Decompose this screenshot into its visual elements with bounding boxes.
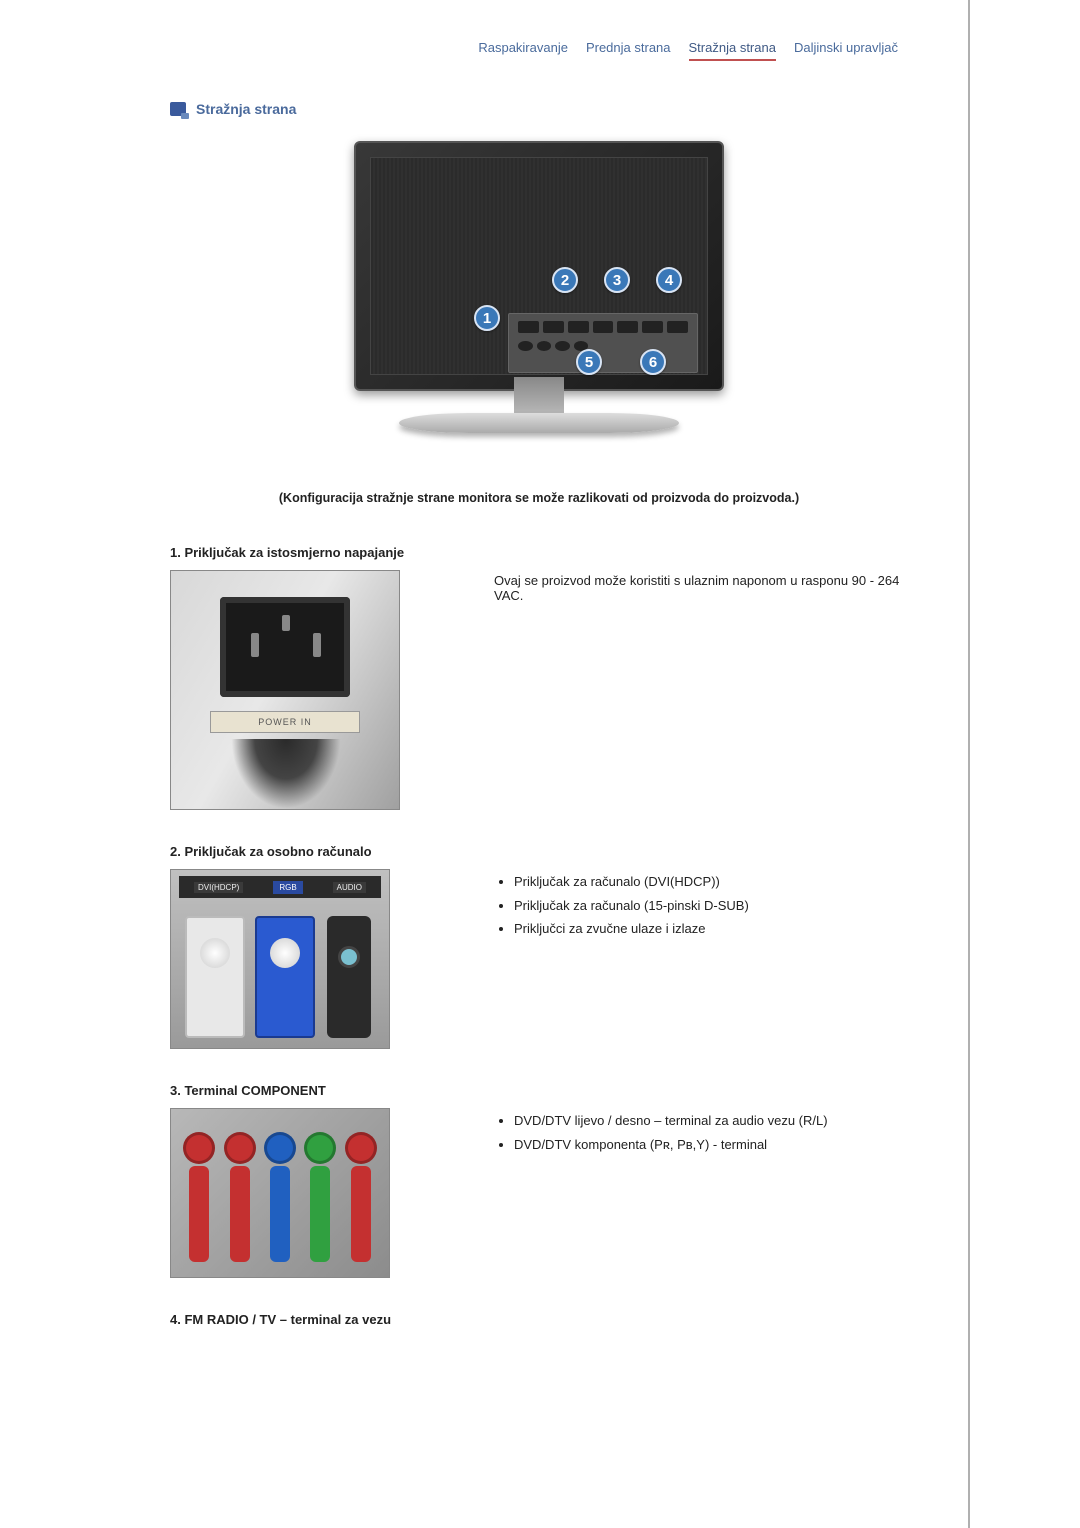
item-bullets: Priključak za računalo (DVI(HDCP)) Prikl…: [494, 872, 908, 939]
callout-5: 5: [576, 349, 602, 375]
item-title: 4. FM RADIO / TV – terminal za vezu: [170, 1312, 470, 1327]
tab-back[interactable]: Stražnja strana: [689, 40, 776, 61]
callout-4: 4: [656, 267, 682, 293]
rca-jack: [303, 1118, 337, 1268]
component-terminal-image: [170, 1108, 390, 1278]
tab-front[interactable]: Prednja strana: [586, 40, 671, 61]
section-bullet-icon: [170, 102, 186, 116]
section-header: Stražnja strana: [170, 101, 908, 117]
power-label-strip: POWER IN: [210, 711, 360, 733]
item-title: 2. Priključak za osobno računalo: [170, 844, 470, 859]
label-rgb: RGB: [273, 881, 302, 894]
label-dvi: DVI(HDCP): [194, 882, 243, 893]
callout-1: 1: [474, 305, 500, 331]
rca-jack: [182, 1118, 216, 1268]
section-title: Stražnja strana: [196, 101, 296, 117]
rca-jack: [223, 1118, 257, 1268]
callout-6: 6: [640, 349, 666, 375]
callout-2: 2: [552, 267, 578, 293]
bullet: Priključak za računalo (DVI(HDCP)): [514, 872, 908, 892]
item-pc-connector: 2. Priključak za osobno računalo DVI(HDC…: [170, 844, 908, 1049]
rca-jack: [263, 1118, 297, 1268]
item-description: Ovaj se proizvod može koristiti s ulazni…: [494, 573, 908, 603]
tab-remote[interactable]: Daljinski upravljač: [794, 40, 898, 61]
bullet: Priključak za računalo (15‑pinski D‑SUB): [514, 896, 908, 916]
callout-3: 3: [604, 267, 630, 293]
bullet: Priključci za zvučne ulaze i izlaze: [514, 919, 908, 939]
tab-unpacking[interactable]: Raspakiravanje: [478, 40, 568, 61]
item-title: 3. Terminal COMPONENT: [170, 1083, 470, 1098]
hero-figure: 1 2 3 4 5 6: [170, 141, 908, 441]
item-component: 3. Terminal COMPONENT DVD/DTV lijevo / d…: [170, 1083, 908, 1278]
item-title: 1. Priključak za istosmjerno napajanje: [170, 545, 470, 560]
power-port-image: POWER IN: [170, 570, 400, 810]
item-power: 1. Priključak za istosmjerno napajanje P…: [170, 545, 908, 810]
item-bullets: DVD/DTV lijevo / desno – terminal za aud…: [494, 1111, 908, 1154]
bullet: DVD/DTV lijevo / desno – terminal za aud…: [514, 1111, 908, 1131]
item-fm-tv: 4. FM RADIO / TV – terminal za vezu: [170, 1312, 908, 1340]
label-audio: AUDIO: [333, 882, 366, 893]
pc-connector-image: DVI(HDCP) RGB AUDIO: [170, 869, 390, 1049]
nav-tabs: Raspakiravanje Prednja strana Stražnja s…: [170, 40, 908, 61]
bullet: DVD/DTV komponenta (Pʀ, Pʙ,Y) ‑ terminal: [514, 1135, 908, 1155]
rca-jack: [344, 1118, 378, 1268]
config-note: (Konfiguracija stražnje strane monitora …: [170, 491, 908, 505]
